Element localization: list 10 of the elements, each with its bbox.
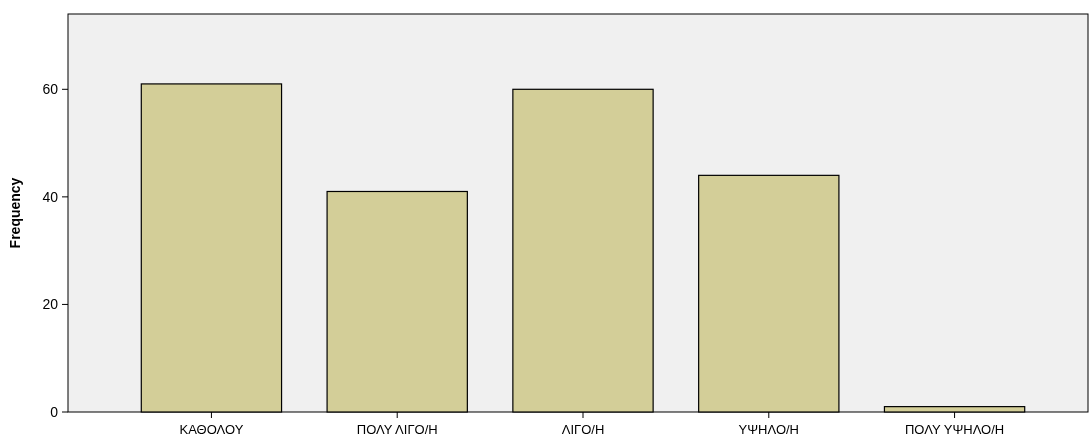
y-tick-label: 20 [42, 296, 59, 313]
y-tick-label: 60 [42, 81, 59, 98]
y-axis-title: Frequency [7, 177, 23, 249]
y-tick-label: 40 [42, 188, 59, 205]
x-tick-label: ΚΑΘΟΛΟΥ [179, 422, 244, 436]
x-tick-label: ΥΨΗΛΟ/Η [738, 422, 800, 436]
y-tick-label: 0 [50, 403, 59, 420]
x-tick-label: ΠΟΛΥ ΥΨΗΛΟ/Η [904, 422, 1005, 436]
x-tick-label: ΠΟΛΥ ΛΙΓΟ/Η [356, 422, 438, 436]
x-tick-label: ΛΙΓΟ/Η [561, 422, 605, 436]
